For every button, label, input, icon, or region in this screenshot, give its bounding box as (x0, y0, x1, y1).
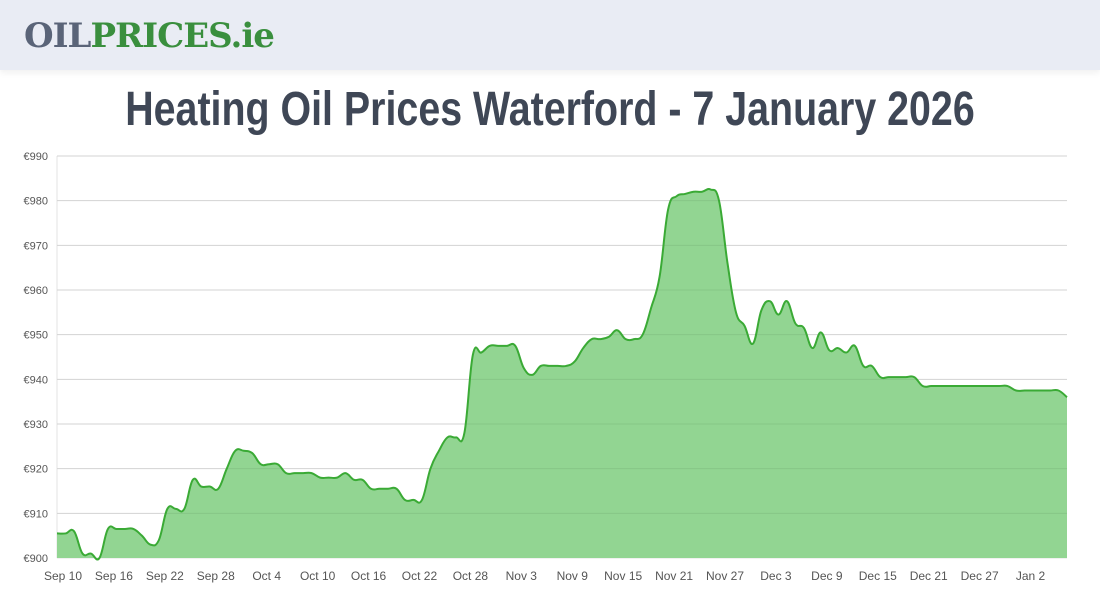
x-tick-label: Dec 9 (811, 569, 843, 583)
x-tick-label: Nov 21 (655, 569, 693, 583)
y-tick-label: €960 (24, 285, 48, 297)
x-tick-label: Oct 22 (402, 569, 438, 583)
x-tick-label: Sep 28 (197, 569, 235, 583)
site-logo[interactable]: OILPRICES.ie (24, 14, 275, 58)
price-area (57, 189, 1067, 560)
logo-text-tld: .ie (230, 16, 274, 56)
site-header: OILPRICES.ie (0, 0, 1100, 70)
x-tick-label: Sep 22 (146, 569, 184, 583)
x-tick-label: Nov 27 (706, 569, 744, 583)
y-tick-label: €980 (24, 196, 48, 208)
x-tick-label: Nov 9 (557, 569, 589, 583)
x-tick-label: Nov 3 (506, 569, 538, 583)
x-tick-label: Oct 4 (252, 569, 281, 583)
logo-text-oil: OIL (24, 16, 91, 56)
x-tick-label: Jan 2 (1016, 569, 1046, 583)
x-tick-label: Sep 16 (95, 569, 133, 583)
page-title: Heating Oil Prices Waterford - 7 January… (0, 82, 1100, 137)
x-tick-label: Oct 10 (300, 569, 336, 583)
x-tick-label: Dec 21 (910, 569, 948, 583)
y-tick-label: €950 (24, 330, 48, 342)
y-tick-label: €940 (24, 374, 48, 386)
x-tick-label: Dec 3 (760, 569, 792, 583)
page-title-text: Heating Oil Prices Waterford - 7 January… (125, 83, 975, 136)
x-tick-label: Oct 16 (351, 569, 387, 583)
price-line (56, 188, 1068, 561)
y-tick-label: €930 (24, 419, 48, 431)
x-tick-label: Nov 15 (604, 569, 642, 583)
y-tick-label: €970 (24, 240, 48, 252)
y-tick-label: €990 (24, 151, 48, 163)
x-tick-label: Dec 15 (859, 569, 897, 583)
x-tick-label: Oct 28 (453, 569, 489, 583)
x-tick-label: Sep 10 (44, 569, 82, 583)
y-tick-label: €910 (24, 508, 48, 520)
y-tick-label: €920 (24, 464, 48, 476)
y-tick-label: €900 (24, 553, 48, 565)
logo-text-prices: PRICES (90, 16, 231, 56)
x-tick-label: Dec 27 (961, 569, 999, 583)
